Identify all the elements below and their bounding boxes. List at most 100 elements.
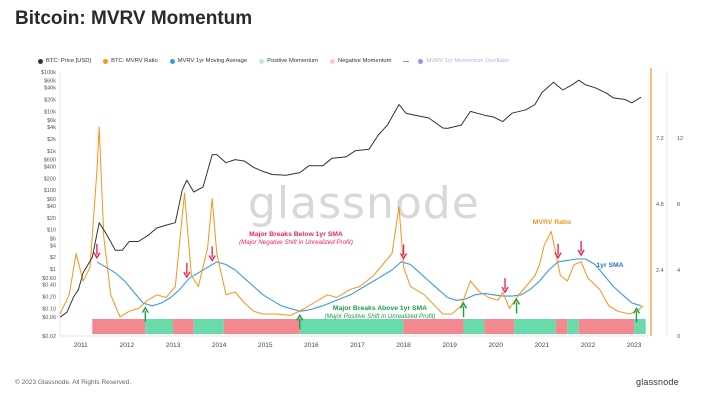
legend-label: MVRV 1yr Moving Average bbox=[177, 58, 248, 64]
x-axis-tick: 2011 bbox=[74, 342, 88, 349]
series-line-price bbox=[59, 79, 642, 318]
legend-dot-oscillator bbox=[418, 58, 424, 64]
x-axis-tick: 2020 bbox=[489, 342, 504, 349]
left-axis-tick: $200 bbox=[44, 176, 56, 182]
annotation-mvrv-label: MVRV Ratio bbox=[533, 219, 571, 226]
mvrv-axis-tick: 2.4 bbox=[656, 268, 664, 274]
annotation-breaks-above-subtitle: (Major Positive Shift in Unrealized Prof… bbox=[324, 313, 435, 320]
legend-label: Positive Momentum bbox=[267, 58, 318, 64]
left-axis-tick: $0.40 bbox=[42, 283, 56, 289]
legend-item-price[interactable]: BTC: Price [USD] bbox=[38, 58, 91, 64]
left-axis-tick: $0.60 bbox=[42, 276, 56, 282]
left-axis-tick: $0.02 bbox=[42, 334, 56, 340]
break-below-arrowhead bbox=[93, 252, 101, 260]
legend-item-oscillator[interactable]: MVRV 1yr Momentum Oscillator bbox=[403, 58, 509, 64]
legend-dash-oscillator bbox=[403, 60, 410, 62]
momentum-band-positive bbox=[299, 319, 404, 334]
momentum-band-negative bbox=[555, 319, 568, 334]
momentum-band-negative bbox=[223, 319, 300, 334]
left-axis-tick: $60 bbox=[47, 197, 56, 203]
x-axis-tick: 2019 bbox=[442, 342, 457, 349]
oscillator-axis-tick: 0 bbox=[677, 334, 680, 340]
legend-dot-mvrv bbox=[103, 58, 109, 64]
annotation-breaks-below-subtitle: (Major Negative Shift in Unrealized Prof… bbox=[239, 239, 353, 246]
brand-logo: glassnode bbox=[636, 377, 679, 387]
legend-item-positive[interactable]: Positive Momentum bbox=[259, 58, 318, 64]
break-below-arrowhead bbox=[577, 249, 585, 257]
legend-label: BTC: MVRV Ratio bbox=[111, 58, 158, 64]
oscillator-axis-tick: 4 bbox=[677, 268, 680, 274]
legend-item-sma[interactable]: MVRV 1yr Moving Average bbox=[169, 58, 248, 64]
left-axis-tick: $0.10 bbox=[42, 306, 56, 312]
mvrv-axis-tick: 7.2 bbox=[656, 136, 664, 142]
left-axis-tick: $10 bbox=[47, 228, 56, 234]
break-below-arrowhead bbox=[183, 271, 191, 279]
legend-label: Negative Momentum bbox=[338, 58, 392, 64]
left-axis-tick: $10k bbox=[44, 109, 56, 115]
x-axis-tick: 2016 bbox=[304, 342, 319, 349]
left-axis-tick: $2 bbox=[50, 255, 56, 261]
left-axis-tick: $20 bbox=[47, 216, 56, 222]
x-axis-tick: 2023 bbox=[627, 342, 642, 349]
momentum-band-negative bbox=[484, 319, 515, 334]
left-axis-tick: $4 bbox=[50, 243, 56, 249]
left-axis-tick: $40k bbox=[44, 86, 56, 92]
left-axis-tick: $100 bbox=[44, 188, 56, 194]
legend-dot-negative bbox=[330, 58, 335, 64]
x-axis-tick: 2015 bbox=[258, 342, 273, 349]
x-axis-tick: 2022 bbox=[581, 342, 596, 349]
mvrv-axis-tick: 4.8 bbox=[656, 202, 664, 208]
momentum-band-positive bbox=[463, 319, 485, 334]
left-axis-tick: $400 bbox=[44, 165, 56, 171]
momentum-band-negative bbox=[403, 319, 464, 334]
left-axis-tick: $60k bbox=[44, 79, 56, 85]
x-axis-tick: 2017 bbox=[350, 342, 365, 349]
left-axis-tick: $1 bbox=[50, 267, 56, 273]
x-axis-tick: 2012 bbox=[120, 342, 135, 349]
annotation-breaks-above-title: Major Breaks Above 1yr SMA bbox=[333, 305, 427, 312]
legend-item-negative[interactable]: Negative Momentum bbox=[330, 58, 391, 64]
copyright: © 2023 Glassnode. All Rights Reserved. bbox=[15, 379, 132, 386]
left-axis-tick: $40 bbox=[47, 204, 56, 210]
break-above-arrowhead bbox=[459, 301, 468, 309]
x-axis-tick: 2014 bbox=[212, 342, 227, 349]
left-axis-tick: $6k bbox=[47, 118, 56, 124]
left-axis-tick: $2k bbox=[47, 137, 56, 143]
momentum-band-positive bbox=[145, 319, 173, 334]
watermark: glassnode bbox=[248, 178, 480, 229]
momentum-band-negative bbox=[92, 319, 146, 334]
x-axis-tick: 2021 bbox=[535, 342, 550, 349]
break-above-arrowhead bbox=[512, 298, 521, 305]
break-below-arrowhead bbox=[501, 286, 509, 294]
momentum-band-positive bbox=[514, 319, 556, 334]
break-below-arrowhead bbox=[399, 253, 408, 260]
momentum-band-negative bbox=[172, 319, 194, 334]
series-line-sma bbox=[96, 258, 642, 312]
momentum-band-positive bbox=[567, 319, 579, 334]
annotation-sma-label: 1yr SMA bbox=[596, 262, 623, 269]
left-axis-tick: $600 bbox=[44, 158, 56, 164]
legend-dot-price bbox=[38, 58, 43, 64]
break-below-arrowhead bbox=[554, 252, 562, 260]
left-axis-tick: $4k bbox=[47, 125, 56, 131]
momentum-band-negative bbox=[578, 319, 635, 334]
legend: BTC: Price [USD] BTC: MVRV Ratio MVRV 1y… bbox=[38, 55, 509, 67]
break-above-arrowhead bbox=[632, 307, 641, 314]
momentum-band-positive bbox=[193, 319, 224, 334]
left-axis-tick: $1k bbox=[47, 149, 56, 155]
page-title: Bitcoin: MVRV Momentum bbox=[15, 8, 253, 29]
oscillator-axis-tick: 8 bbox=[677, 202, 680, 208]
series-line-mvrv bbox=[59, 126, 644, 318]
break-above-arrowhead bbox=[296, 313, 304, 321]
annotation-breaks-below-title: Major Breaks Below 1yr SMA bbox=[249, 231, 343, 238]
x-axis-tick: 2018 bbox=[396, 342, 411, 349]
legend-item-mvrv[interactable]: BTC: MVRV Ratio bbox=[103, 58, 158, 64]
left-axis-tick: $100k bbox=[41, 70, 56, 76]
legend-dot-sma bbox=[169, 58, 175, 64]
left-axis-tick: $6 bbox=[50, 236, 56, 242]
momentum-band-positive bbox=[634, 319, 646, 334]
left-axis-tick: $20k bbox=[44, 98, 56, 104]
oscillator-axis-tick: 12 bbox=[677, 136, 683, 142]
break-below-arrowhead bbox=[208, 255, 216, 262]
